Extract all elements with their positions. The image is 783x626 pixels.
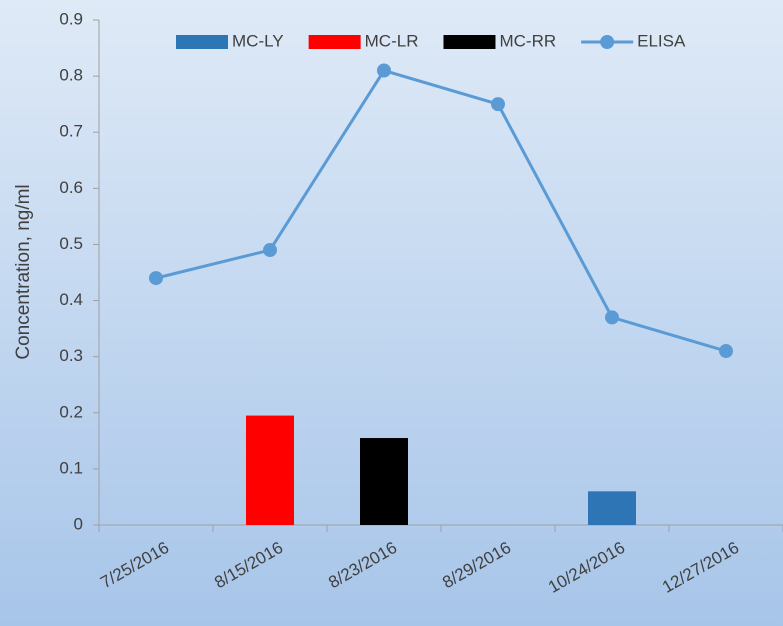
y-tick-label: 0.7 [59, 122, 83, 141]
legend-swatch [308, 35, 361, 49]
line [155, 68, 727, 353]
y-tick-label: 0.2 [59, 402, 83, 421]
legend-label: MC-LR [365, 31, 419, 50]
legend-swatch [176, 35, 228, 49]
marker [719, 344, 733, 359]
marker [263, 243, 277, 258]
y-tick-label: 0.9 [59, 9, 83, 28]
bar [588, 491, 636, 525]
marker [149, 271, 163, 286]
y-tick-label: 0.3 [59, 346, 83, 365]
y-tick-label: 0.4 [59, 290, 83, 309]
bar [246, 415, 294, 525]
marker [377, 63, 391, 78]
y-tick-label: 0 [74, 514, 83, 533]
marker [605, 310, 619, 325]
bar [360, 438, 408, 525]
legend-swatch [600, 35, 615, 49]
legend-label: ELISA [637, 31, 686, 50]
y-tick-label: 0.1 [59, 458, 83, 477]
y-tick-label: 0.8 [59, 66, 83, 85]
y-tick-label: 0.6 [59, 178, 83, 197]
legend-swatch [443, 35, 496, 49]
y-axis-label: Concentration, ng/ml [13, 184, 34, 359]
y-tick-label: 0.5 [59, 234, 83, 253]
marker [491, 97, 505, 112]
legend-label: MC-LY [232, 31, 284, 50]
legend-label: MC-RR [499, 31, 556, 50]
